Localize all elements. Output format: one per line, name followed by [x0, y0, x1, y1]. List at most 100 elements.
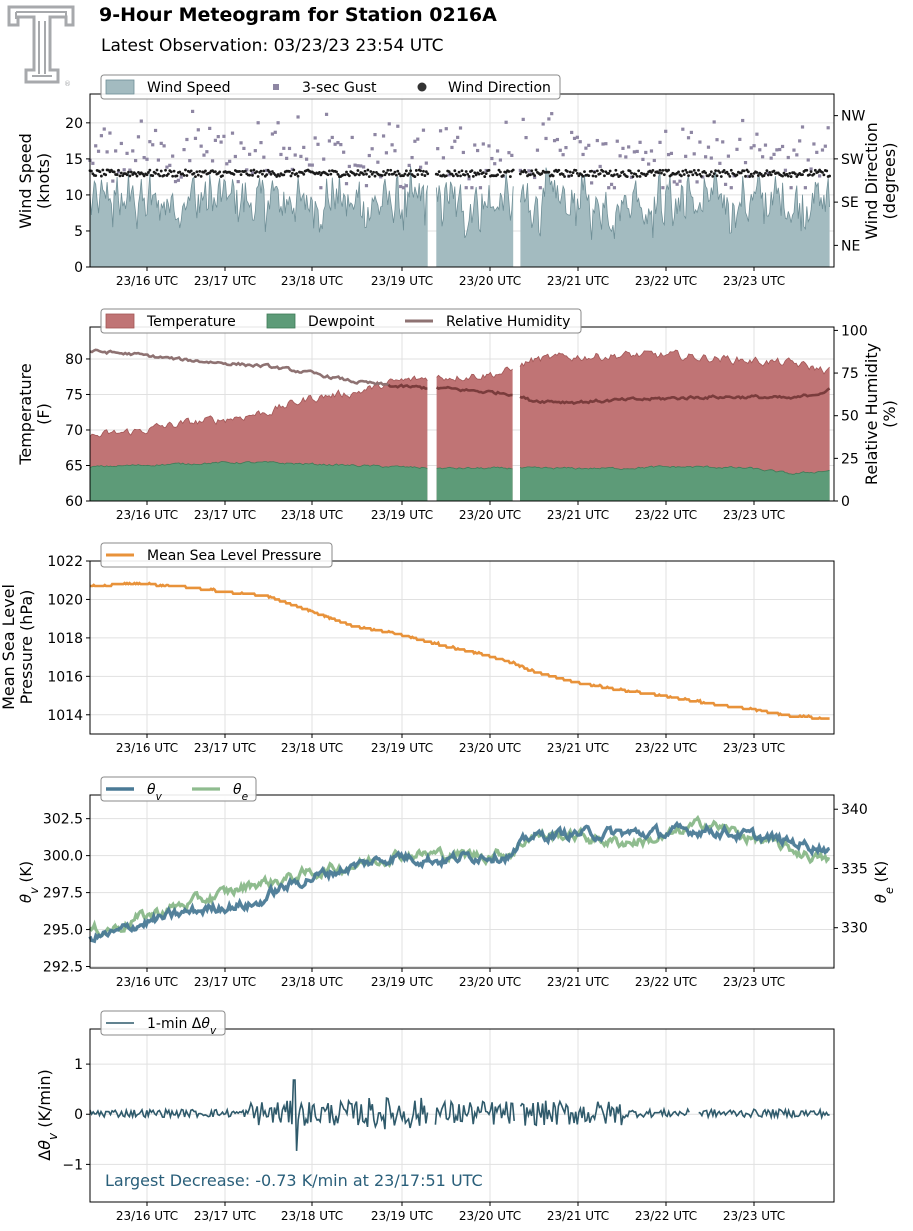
right-y-tick-label: NW	[841, 109, 865, 125]
gust-marker	[487, 144, 491, 148]
temperature-area	[520, 350, 830, 501]
wind-direction-marker	[699, 175, 703, 178]
wind-direction-marker	[540, 172, 544, 175]
gust-marker	[416, 137, 420, 141]
wind-direction-marker	[184, 168, 187, 172]
wind-direction-marker	[661, 168, 665, 172]
wind-direction-marker	[119, 171, 123, 175]
gust-marker	[624, 155, 628, 159]
x-tick-label: 23/19 UTC	[371, 508, 433, 522]
gust-marker	[99, 134, 104, 138]
wind-direction-marker	[748, 175, 752, 178]
gust-marker	[381, 134, 386, 138]
gust-marker	[444, 127, 448, 131]
wind-direction-marker	[195, 170, 199, 174]
wind-direction-marker	[821, 171, 824, 174]
wind-direction-marker	[756, 174, 760, 177]
gust-marker	[743, 160, 748, 165]
gust-marker	[595, 138, 599, 143]
gust-marker	[493, 162, 497, 166]
wind-direction-marker	[204, 169, 207, 173]
y-tick-label: 75	[65, 387, 83, 403]
wind-direction-marker	[345, 170, 348, 174]
gust-marker	[709, 156, 713, 160]
wind-direction-marker	[812, 172, 816, 176]
wind-direction-marker	[145, 173, 149, 177]
wind-direction-marker	[460, 169, 464, 173]
gust-marker	[746, 174, 750, 179]
gust-marker	[356, 164, 360, 168]
wind-direction-marker	[336, 172, 340, 176]
gust-marker	[729, 186, 733, 190]
gust-marker	[604, 142, 608, 146]
wind-direction-marker	[404, 169, 408, 173]
gust-marker	[601, 142, 605, 146]
gust-marker	[438, 129, 443, 133]
gust-marker	[185, 137, 189, 142]
gust-marker	[666, 152, 671, 157]
wind-speed-area	[436, 173, 514, 267]
wind-direction-marker	[477, 172, 481, 176]
gust-marker	[507, 151, 511, 155]
gust-marker	[775, 148, 779, 152]
gust-marker	[823, 144, 827, 148]
gust-marker	[305, 157, 309, 161]
gust-marker	[723, 182, 728, 186]
wind-direction-marker	[681, 169, 685, 173]
wind-direction-marker	[373, 174, 377, 178]
wind-direction-marker	[115, 173, 119, 176]
gust-marker	[188, 159, 192, 163]
gust-marker	[669, 151, 674, 155]
gust-marker	[541, 122, 545, 126]
gust-marker	[125, 151, 129, 155]
wind-direction-marker	[722, 168, 726, 172]
right-y-tick-label: NE	[841, 238, 860, 254]
gust-marker	[145, 157, 149, 161]
wind-direction-marker	[805, 168, 809, 172]
gust-marker	[262, 155, 266, 159]
gust-marker	[649, 149, 654, 153]
gust-marker	[704, 155, 708, 159]
wind-direction-marker	[685, 171, 689, 174]
theta-panel: 23/16 UTC 23/17 UTC 23/18 UTC 23/19 UTC 23/2…	[17, 776, 896, 989]
x-tick-label: 23/23 UTC	[723, 508, 785, 522]
gust-marker	[134, 158, 138, 163]
wind-direction-marker	[382, 170, 385, 173]
wind-direction-marker	[192, 171, 196, 175]
wind-direction-marker	[658, 168, 662, 172]
wind-direction-marker	[269, 172, 273, 176]
gust-marker	[367, 153, 371, 158]
gust-marker	[299, 154, 303, 158]
wind-direction-marker	[423, 174, 427, 177]
wind-direction-marker	[162, 173, 166, 177]
wind-direction-marker	[343, 173, 347, 177]
gust-marker	[476, 148, 480, 153]
gust-marker	[647, 162, 651, 166]
legend-temperature-label: Temperature	[146, 314, 236, 330]
wind-direction-marker	[689, 170, 693, 174]
wind-direction-marker	[744, 174, 747, 178]
gust-marker	[510, 153, 514, 157]
wind-direction-marker	[127, 170, 130, 174]
gust-marker	[658, 140, 662, 144]
wind-direction-marker	[613, 173, 616, 177]
gust-marker	[379, 175, 383, 179]
gust-marker	[738, 137, 742, 141]
gust-marker	[678, 179, 682, 183]
wind-direction-marker	[243, 169, 247, 173]
wind-direction-marker	[574, 169, 578, 172]
x-tick-label: 23/16 UTC	[116, 274, 178, 288]
gust-marker	[399, 184, 403, 189]
x-tick-label: 23/19 UTC	[371, 274, 433, 288]
largest-decrease-annotation: Largest Decrease: -0.73 K/min at 23/17:5…	[105, 1171, 483, 1190]
gust-marker	[638, 140, 642, 144]
gust-marker	[564, 146, 568, 150]
gust-marker	[758, 148, 762, 152]
wind-direction-marker	[709, 170, 713, 174]
gust-marker	[544, 136, 548, 141]
wind-speed-edge	[435, 173, 514, 239]
gust-marker	[290, 167, 294, 172]
wind-direction-marker	[479, 169, 482, 172]
gust-marker	[162, 144, 166, 148]
gust-marker	[530, 172, 534, 176]
